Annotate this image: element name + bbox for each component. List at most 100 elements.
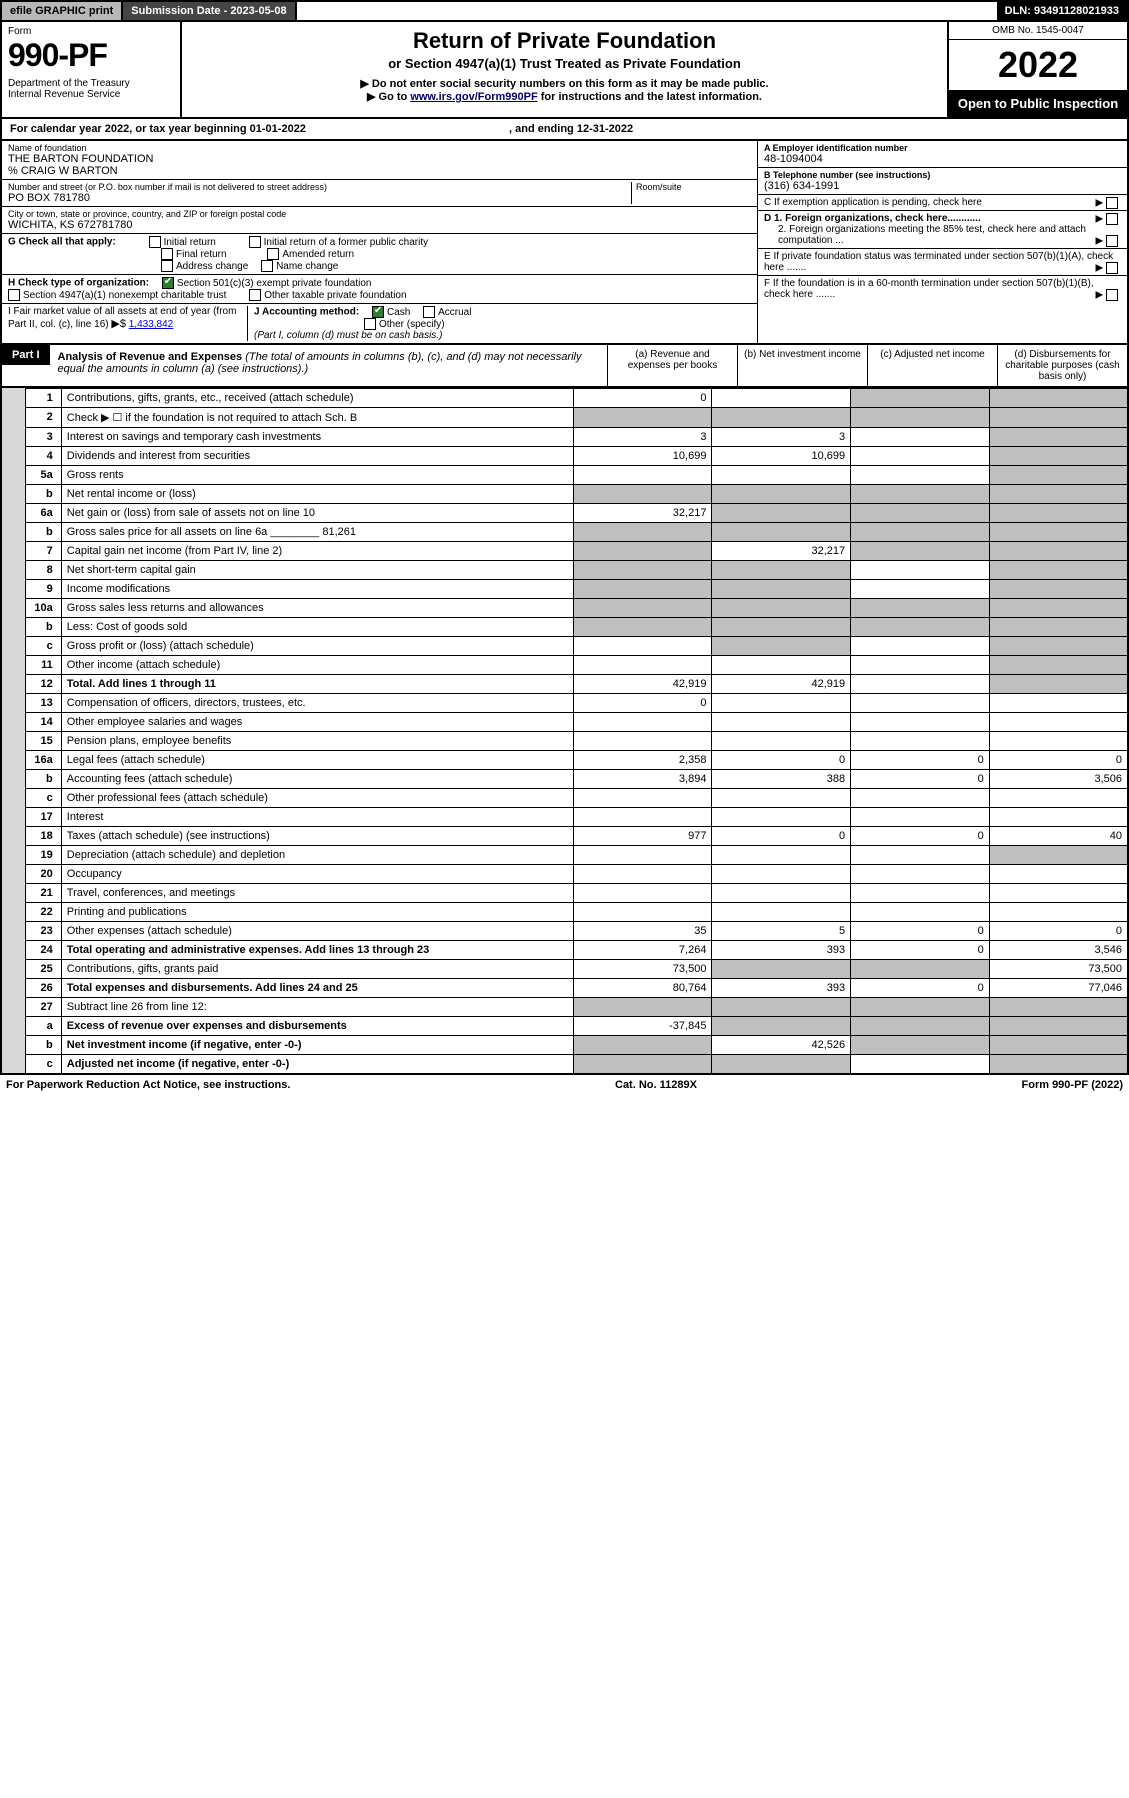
line-number: b <box>25 485 61 504</box>
city-row: City or town, state or province, country… <box>2 207 757 234</box>
line-number: 25 <box>25 960 61 979</box>
line-number: 27 <box>25 998 61 1017</box>
checkbox-initial-former[interactable] <box>249 236 261 248</box>
line-desc: Subtract line 26 from line 12: <box>61 998 573 1017</box>
amt-col-a <box>573 561 712 580</box>
note-ssn: ▶ Do not enter social security numbers o… <box>192 77 937 90</box>
header-right: OMB No. 1545-0047 2022 Open to Public In… <box>947 22 1127 117</box>
amt-col-c: 0 <box>851 770 990 789</box>
amt-col-c: 0 <box>851 979 990 998</box>
line-desc: Other income (attach schedule) <box>61 656 573 675</box>
amt-col-a <box>573 713 712 732</box>
amt-col-a: 10,699 <box>573 447 712 466</box>
checkbox-accrual[interactable] <box>423 306 435 318</box>
amt-col-d <box>989 466 1128 485</box>
form-url-link[interactable]: www.irs.gov/Form990PF <box>410 91 537 103</box>
calyear-mid: , and ending <box>509 123 577 135</box>
d1-label: D 1. Foreign organizations, check here..… <box>764 213 981 224</box>
j-label: J Accounting method: <box>254 307 359 318</box>
checkbox-d1[interactable] <box>1106 213 1118 225</box>
amt-col-c <box>851 694 990 713</box>
checkbox-cash[interactable] <box>372 306 384 318</box>
amt-col-a: 0 <box>573 694 712 713</box>
amt-col-d <box>989 998 1128 1017</box>
g-opt-3: Initial return of a former public charit… <box>264 237 429 248</box>
ein: 48-1094004 <box>764 153 1121 165</box>
fmv-value[interactable]: 1,433,842 <box>129 319 174 330</box>
amt-col-d <box>989 618 1128 637</box>
header-left: Form 990-PF Department of the Treasury I… <box>2 22 182 117</box>
amt-col-a <box>573 466 712 485</box>
amt-col-b <box>712 618 851 637</box>
efile-label[interactable]: efile GRAPHIC print <box>2 2 123 20</box>
name-label: Name of foundation <box>8 143 751 153</box>
line-desc: Contributions, gifts, grants, etc., rece… <box>61 389 573 408</box>
amt-col-a <box>573 1055 712 1075</box>
amt-col-b <box>712 998 851 1017</box>
dln: DLN: 93491128021933 <box>997 2 1127 20</box>
amt-col-c: 0 <box>851 827 990 846</box>
foundation-name: THE BARTON FOUNDATION <box>8 153 751 165</box>
amt-col-c <box>851 656 990 675</box>
amt-col-d <box>989 523 1128 542</box>
amt-col-d <box>989 884 1128 903</box>
checkbox-f[interactable] <box>1106 289 1118 301</box>
foundation-name-row: Name of foundation THE BARTON FOUNDATION… <box>2 141 757 180</box>
g-row: G Check all that apply: Initial return I… <box>2 234 757 275</box>
amt-col-a <box>573 903 712 922</box>
checkbox-4947[interactable] <box>8 289 20 301</box>
amt-col-b: 388 <box>712 770 851 789</box>
checkbox-initial-return[interactable] <box>149 236 161 248</box>
checkbox-d2[interactable] <box>1106 235 1118 247</box>
amt-col-d: 0 <box>989 922 1128 941</box>
checkbox-c[interactable] <box>1106 197 1118 209</box>
amt-col-b: 32,217 <box>712 542 851 561</box>
amt-col-b <box>712 884 851 903</box>
city-label: City or town, state or province, country… <box>8 209 751 219</box>
checkbox-e[interactable] <box>1106 262 1118 274</box>
line-number: 5a <box>25 466 61 485</box>
care-of: % CRAIG W BARTON <box>8 165 751 177</box>
amt-col-a <box>573 485 712 504</box>
checkbox-other-method[interactable] <box>364 318 376 330</box>
amt-col-b <box>712 389 851 408</box>
checkbox-name-change[interactable] <box>261 260 273 272</box>
table-row: 1Contributions, gifts, grants, etc., rec… <box>25 389 1128 408</box>
amt-col-a: 32,217 <box>573 504 712 523</box>
amt-col-b <box>712 808 851 827</box>
j-cash: Cash <box>387 307 410 318</box>
amt-col-b <box>712 599 851 618</box>
amt-col-a: 3 <box>573 428 712 447</box>
amt-col-c <box>851 846 990 865</box>
form-label: Form <box>8 26 174 37</box>
footer-left: For Paperwork Reduction Act Notice, see … <box>6 1079 290 1091</box>
part1-left: Part I <box>2 345 50 386</box>
amt-col-b <box>712 656 851 675</box>
line-number: 21 <box>25 884 61 903</box>
line-desc: Gross profit or (loss) (attach schedule) <box>61 637 573 656</box>
table-row: 9Income modifications <box>25 580 1128 599</box>
table-row: 23Other expenses (attach schedule)35500 <box>25 922 1128 941</box>
checkbox-other-taxable[interactable] <box>249 289 261 301</box>
amt-col-d <box>989 485 1128 504</box>
checkbox-amended[interactable] <box>267 248 279 260</box>
checkbox-address-change[interactable] <box>161 260 173 272</box>
amt-col-d <box>989 789 1128 808</box>
checkbox-final-return[interactable] <box>161 248 173 260</box>
line-desc: Gross sales price for all assets on line… <box>61 523 573 542</box>
table-row: 26Total expenses and disbursements. Add … <box>25 979 1128 998</box>
line-desc: Net gain or (loss) from sale of assets n… <box>61 504 573 523</box>
amt-col-d <box>989 694 1128 713</box>
amt-col-a: -37,845 <box>573 1017 712 1036</box>
amt-col-a <box>573 523 712 542</box>
table-row: 18Taxes (attach schedule) (see instructi… <box>25 827 1128 846</box>
amt-col-b <box>712 960 851 979</box>
page-footer: For Paperwork Reduction Act Notice, see … <box>0 1075 1129 1095</box>
amt-col-c <box>851 447 990 466</box>
j-other: Other (specify) <box>379 319 445 330</box>
line-desc: Dividends and interest from securities <box>61 447 573 466</box>
addr-label: Number and street (or P.O. box number if… <box>8 182 631 192</box>
checkbox-501c3[interactable] <box>162 277 174 289</box>
amt-col-b <box>712 485 851 504</box>
side-labels: Revenue Operating and Administrative Exp… <box>0 388 24 1075</box>
